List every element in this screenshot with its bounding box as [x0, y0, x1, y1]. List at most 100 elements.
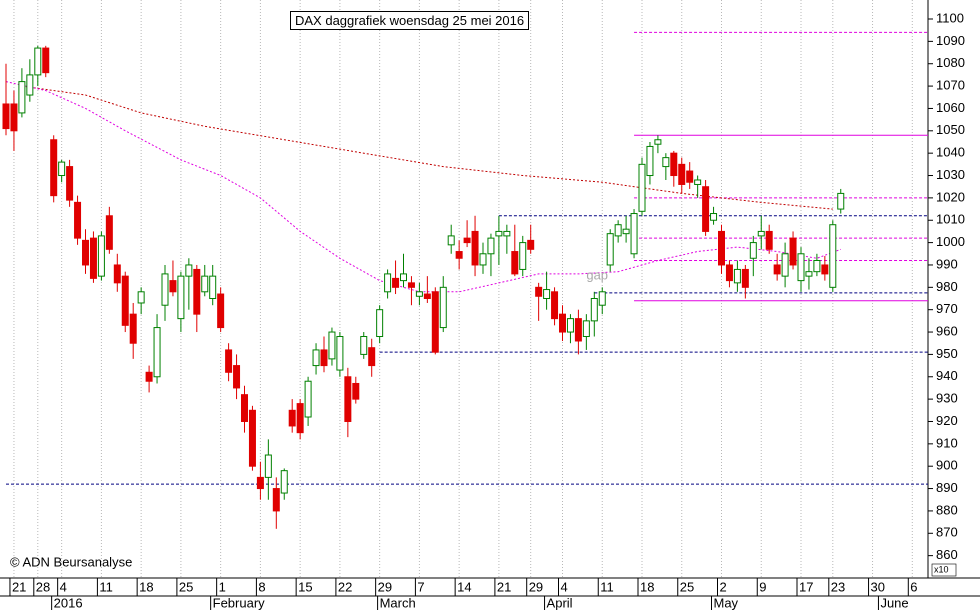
y-tick-label: 1020: [936, 189, 965, 204]
x-tick-label: 11: [600, 579, 614, 594]
candle-body: [400, 273, 407, 282]
x-tick-label: 21: [12, 579, 26, 594]
y-tick-label: 1060: [936, 100, 965, 115]
candle-body: [26, 74, 34, 96]
candle-body: [431, 291, 439, 353]
candle-body: [392, 277, 400, 288]
x-tick-label: 1: [219, 579, 226, 594]
candle-body: [58, 161, 66, 177]
candle-body: [781, 253, 789, 277]
candle-body: [574, 318, 582, 342]
candle-body: [169, 280, 177, 293]
candle-body: [702, 186, 710, 232]
candle-body: [34, 47, 42, 76]
x-tick-label: 30: [871, 579, 885, 594]
candle-body: [789, 237, 797, 266]
candle-body: [225, 349, 233, 373]
axis-note-box: [931, 563, 957, 577]
candle-body: [749, 242, 757, 259]
candle-body: [662, 157, 670, 168]
candle-body: [439, 286, 447, 329]
chart-title: DAX daggrafiek woensdag 25 mei 2016: [290, 11, 530, 30]
month-label: June: [880, 595, 908, 610]
candle-body: [757, 230, 765, 237]
candle-body: [368, 347, 376, 367]
candle-body: [614, 224, 622, 237]
candle-body: [765, 230, 773, 250]
x-tick-label: 14: [457, 579, 471, 594]
credit: © ADN Beursanalyse: [10, 554, 132, 569]
x-tick-label: 22: [338, 579, 352, 594]
month-label: February: [213, 595, 266, 610]
candle-body: [423, 293, 431, 300]
y-tick-label: 890: [936, 480, 958, 495]
candle-body: [463, 237, 471, 244]
candle-body: [710, 213, 718, 221]
candle-body: [773, 264, 781, 275]
x-tick-label: 17: [799, 579, 813, 594]
y-tick-label: 910: [936, 435, 958, 450]
candle-body: [678, 163, 686, 185]
candle-body: [280, 470, 288, 494]
candle-body: [694, 179, 702, 185]
candle-body: [161, 273, 169, 306]
candle-body: [821, 264, 829, 275]
moving-average: [21, 85, 833, 210]
candle-body: [201, 275, 209, 293]
x-tick-label: 7: [417, 579, 424, 594]
candle-body: [837, 192, 845, 210]
candle-body: [384, 273, 392, 293]
candle-body: [248, 409, 256, 467]
candle-body: [185, 264, 193, 277]
candle-body: [89, 237, 97, 279]
candle-body: [566, 318, 574, 333]
candle-body: [50, 139, 58, 197]
candle-body: [590, 298, 598, 322]
candle-body: [622, 228, 630, 235]
candle-body: [304, 380, 312, 418]
candle-body: [352, 382, 360, 400]
y-tick-label: 880: [936, 502, 958, 517]
y-tick-label: 1040: [936, 145, 965, 160]
candle-body: [670, 152, 678, 177]
x-tick-label: 29: [378, 579, 392, 594]
candle-body: [312, 349, 320, 367]
candle-body: [582, 320, 590, 338]
y-tick-label: 930: [936, 391, 958, 406]
candle-body: [718, 230, 725, 266]
y-tick-label: 960: [936, 323, 958, 338]
y-tick-label: 920: [936, 413, 958, 428]
candle-body: [805, 271, 813, 277]
x-tick-label: 8: [258, 579, 265, 594]
x-tick-label: 9: [759, 579, 766, 594]
y-tick-label: 1000: [936, 234, 965, 249]
y-tick-label: 1030: [936, 167, 965, 182]
candle-body: [447, 235, 455, 246]
candle-body: [543, 289, 551, 300]
candle-body: [654, 139, 662, 145]
candle-body: [121, 275, 129, 326]
x-tick-label: 11: [99, 579, 113, 594]
month-label: 2016: [54, 595, 83, 610]
candle-body: [503, 230, 511, 237]
candle-body: [360, 336, 368, 355]
y-tick-label: 1070: [936, 78, 965, 93]
y-tick-label: 1080: [936, 55, 965, 70]
candle-body: [74, 201, 82, 239]
candle-body: [630, 213, 638, 255]
candle-body: [527, 239, 535, 250]
x-tick-label: 2: [720, 579, 727, 594]
candle-body: [535, 286, 543, 297]
moving-average: [5, 81, 841, 293]
candle-body: [686, 170, 694, 183]
axis-note: x10: [934, 564, 949, 574]
candle-body: [455, 251, 463, 259]
candle-body: [10, 103, 18, 132]
candle-body: [487, 237, 495, 255]
candle-body: [336, 336, 344, 371]
candle-body: [82, 239, 89, 266]
x-tick-label: 15: [298, 579, 312, 594]
candle-body: [646, 145, 654, 177]
y-tick-label: 1100: [936, 10, 964, 25]
